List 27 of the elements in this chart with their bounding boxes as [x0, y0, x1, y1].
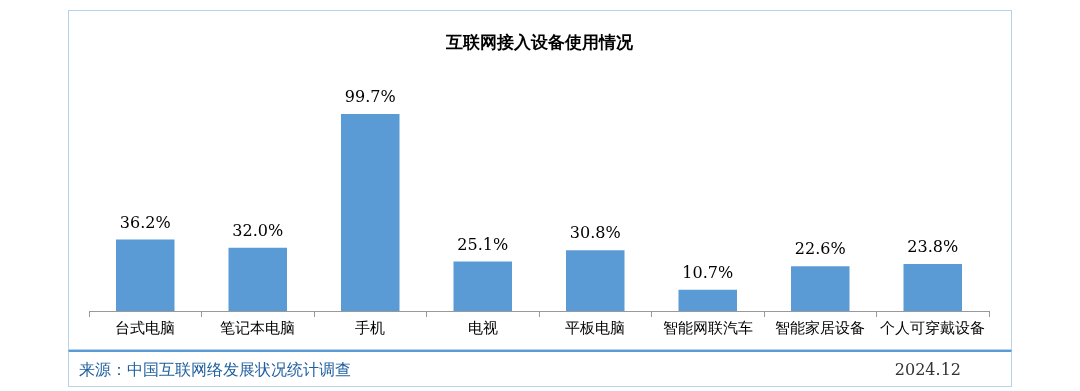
data-label: 10.7%	[682, 263, 734, 283]
x-tick-label: 平板电脑	[565, 318, 626, 337]
x-tick-label: 智能家居设备	[775, 318, 866, 337]
data-label: 23.8%	[907, 237, 959, 257]
source-note: 来源：中国互联网络发展状况统计调查	[79, 360, 351, 381]
bar	[116, 239, 175, 311]
bar	[903, 263, 962, 311]
bar	[791, 266, 850, 311]
bar	[566, 250, 625, 311]
x-tick-label: 台式电脑	[115, 318, 176, 337]
x-tick-label: 智能网联汽车	[662, 318, 753, 337]
x-tick-label: 笔记本电脑	[220, 318, 296, 337]
data-label: 25.1%	[457, 234, 509, 254]
data-label: 32.0%	[232, 220, 284, 240]
chart-title: 互联网接入设备使用情况	[444, 31, 634, 52]
bar	[341, 113, 400, 311]
data-label: 22.6%	[794, 239, 846, 259]
data-label: 99.7%	[344, 87, 396, 107]
data-label: 30.8%	[569, 223, 621, 243]
x-tick-label: 手机	[355, 318, 386, 337]
text: 2024.12	[894, 360, 961, 379]
data-label: 36.2%	[119, 212, 171, 232]
x-tick-label: 个人可穿戴设备	[880, 318, 986, 337]
bar	[678, 289, 737, 311]
bar	[228, 247, 287, 311]
x-tick-label: 电视	[467, 318, 498, 337]
bar	[453, 261, 512, 311]
